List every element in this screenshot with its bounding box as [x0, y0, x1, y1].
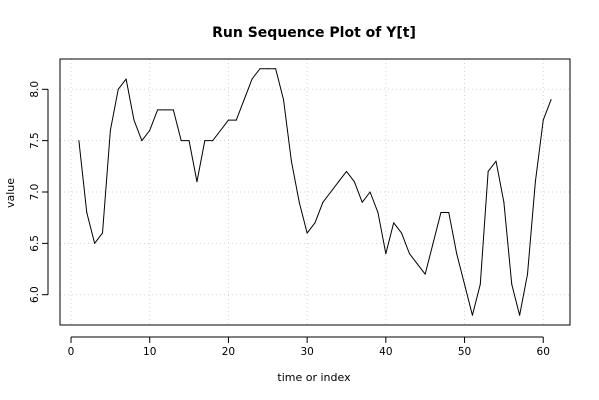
- y-tick-label: 6.5: [29, 235, 41, 252]
- series-segment: [125, 78, 135, 121]
- series-segment: [133, 119, 143, 142]
- series-segment: [94, 232, 103, 244]
- series-segment: [78, 140, 88, 214]
- series-segment: [212, 129, 222, 142]
- plot-frame: [59, 58, 571, 326]
- series-segment: [519, 273, 528, 316]
- series-segment: [172, 109, 182, 142]
- series-segment: [369, 191, 379, 214]
- series-segment: [196, 140, 206, 183]
- series-segment: [471, 283, 481, 316]
- series-segment: [243, 78, 253, 101]
- y-tick-label: 7.0: [29, 184, 41, 201]
- y-tick-label: 8.0: [29, 81, 41, 98]
- series-segment: [109, 88, 119, 131]
- series-layer: [78, 68, 552, 316]
- series-segment: [527, 181, 536, 275]
- series-segment: [401, 232, 410, 255]
- series-segment: [275, 68, 285, 101]
- x-tick-label: 0: [68, 346, 75, 358]
- series-segment: [385, 222, 395, 255]
- series-segment: [495, 160, 505, 203]
- chart-title: Run Sequence Plot of Y[t]: [212, 25, 416, 41]
- series-segment: [314, 201, 324, 224]
- series-segment: [117, 78, 127, 90]
- x-axis: 0 10 20 30 40 50 60: [68, 336, 550, 358]
- y-axis: 6.0 6.5 7.0 7.5 8.0: [29, 81, 49, 303]
- series-segment: [448, 212, 458, 255]
- series-segment: [542, 99, 552, 121]
- series-segment: [464, 283, 473, 316]
- series-segment: [487, 160, 497, 172]
- series-segment: [149, 109, 159, 131]
- series-segment: [235, 99, 245, 121]
- series-segment: [416, 263, 426, 275]
- x-tick-label: 50: [458, 346, 471, 358]
- series-segment: [361, 191, 371, 203]
- series-segment: [220, 119, 229, 131]
- series-segment: [102, 129, 111, 234]
- series-segment: [511, 283, 521, 316]
- x-tick-label: 60: [537, 346, 550, 358]
- series-segment: [86, 212, 96, 244]
- series-segment: [353, 181, 363, 203]
- series-segment: [141, 129, 151, 142]
- series-segment: [432, 212, 442, 244]
- x-tick-label: 40: [379, 346, 392, 358]
- x-tick-label: 20: [222, 346, 235, 358]
- series-segment: [345, 170, 355, 183]
- y-tick-label: 6.0: [29, 286, 41, 303]
- series-segment: [456, 253, 466, 285]
- series-segment: [424, 242, 434, 275]
- y-axis-label: value: [4, 178, 17, 208]
- x-axis-label: time or index: [277, 371, 351, 384]
- x-tick-label: 30: [300, 346, 313, 358]
- series-segment: [322, 191, 332, 203]
- series-segment: [290, 160, 300, 203]
- series-segment: [330, 181, 340, 193]
- series-segment: [408, 253, 418, 265]
- series-segment: [503, 201, 513, 285]
- series-segment: [377, 212, 387, 255]
- series-segment: [534, 119, 544, 183]
- grid-lines: [60, 59, 570, 325]
- series-segment: [283, 99, 292, 162]
- series-segment: [338, 170, 347, 183]
- series-segment: [298, 201, 308, 234]
- y-tick-label: 7.5: [29, 132, 41, 149]
- series-segment: [306, 222, 316, 234]
- series-segment: [251, 68, 261, 80]
- series-segment: [393, 222, 403, 234]
- series-segment: [479, 170, 489, 285]
- series-segment: [188, 140, 198, 183]
- x-tick-label: 10: [143, 346, 156, 358]
